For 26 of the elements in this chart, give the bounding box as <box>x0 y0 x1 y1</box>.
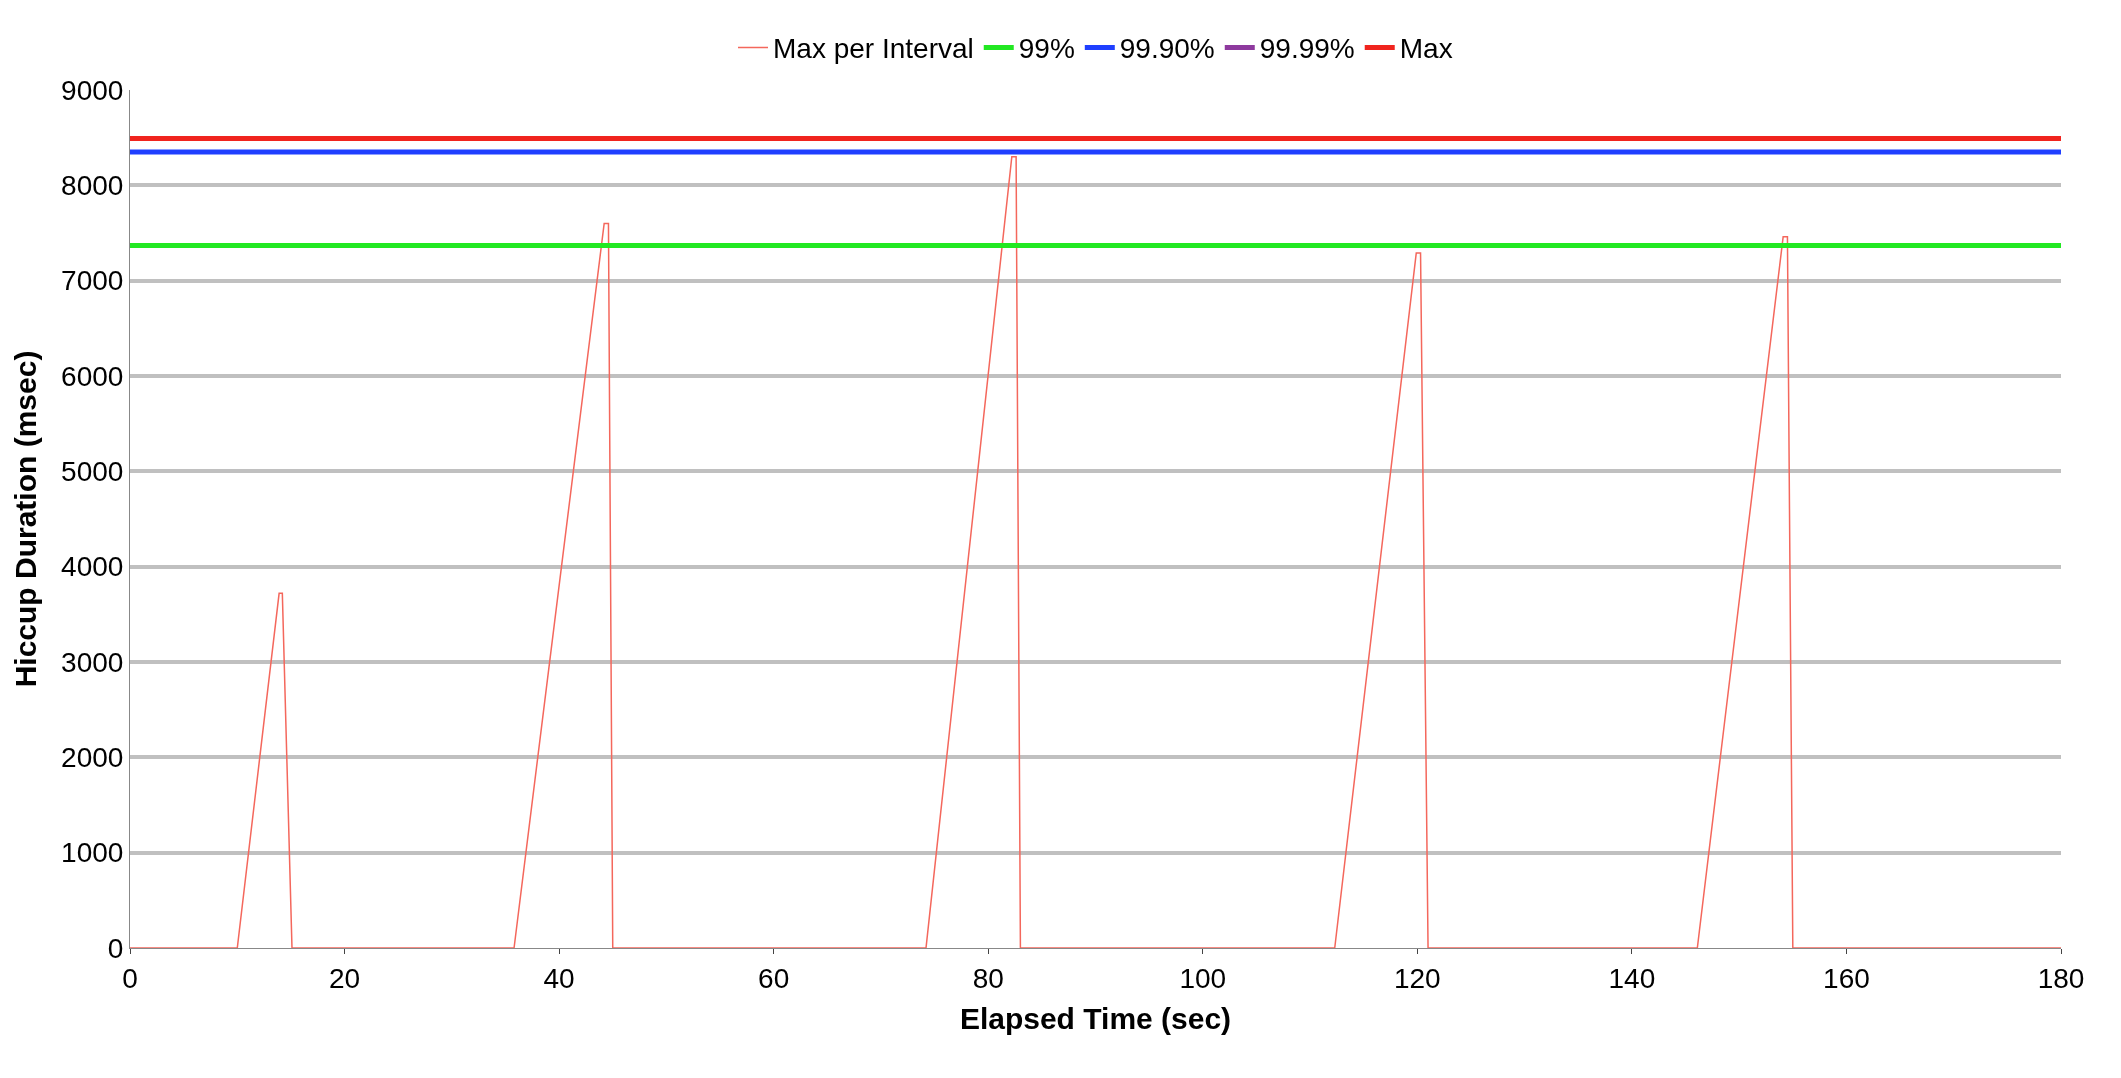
x-tick-label: 100 <box>1179 962 1227 994</box>
y-tick-label: 5000 <box>61 456 124 488</box>
y-tick-label: 1000 <box>61 837 124 869</box>
y-tick-label: 7000 <box>61 265 124 297</box>
legend-label: 99.99% <box>1259 33 1355 65</box>
x-tick-label: 120 <box>1393 962 1441 994</box>
x-axis-title: Elapsed Time (sec) <box>959 1002 1232 1036</box>
x-tick-label: 80 <box>972 962 1004 994</box>
y-tick-label: 2000 <box>61 742 124 774</box>
x-tick-label: 180 <box>2037 962 2085 994</box>
x-tick-label: 140 <box>1608 962 1656 994</box>
x-tick-label: 60 <box>758 962 790 994</box>
y-tick-label: 4000 <box>61 551 124 583</box>
y-tick-label: 3000 <box>61 646 124 678</box>
legend-label: 99.90% <box>1119 33 1215 65</box>
x-tick-label: 160 <box>1823 962 1870 994</box>
legend-label: Max <box>1399 33 1453 65</box>
y-tick-label: 6000 <box>61 360 124 392</box>
y-tick-label: 0 <box>107 932 124 964</box>
legend-label: 99% <box>1018 33 1075 65</box>
legend-label: Max per Interval <box>773 33 974 65</box>
y-tick-label: 8000 <box>61 170 124 202</box>
y-axis-title: Hiccup Duration (msec) <box>9 350 43 688</box>
y-tick-label: 9000 <box>61 74 124 106</box>
x-tick-label: 20 <box>328 962 361 994</box>
x-tick-label: 40 <box>543 962 575 994</box>
